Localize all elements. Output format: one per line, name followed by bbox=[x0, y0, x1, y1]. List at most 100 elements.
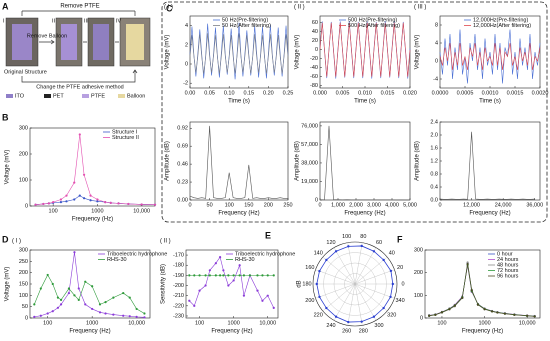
stage-label: IV bbox=[116, 18, 122, 24]
data-point bbox=[232, 274, 235, 277]
x-tick-label: 0.020 bbox=[403, 90, 417, 96]
data-point bbox=[193, 304, 196, 307]
y-tick-label: -200 bbox=[173, 283, 184, 289]
step-label: Remove PTFE bbox=[60, 4, 99, 10]
data-point bbox=[73, 181, 76, 184]
data-point bbox=[128, 296, 131, 299]
data-point bbox=[84, 280, 87, 283]
x-tick-label: 100 bbox=[195, 320, 204, 326]
grid-spoke bbox=[347, 242, 356, 285]
y-tick-label: 1.6 bbox=[430, 145, 438, 151]
data-point bbox=[325, 306, 328, 310]
photo bbox=[12, 24, 32, 60]
panel-label: B bbox=[2, 112, 9, 122]
data-point bbox=[389, 269, 393, 273]
data-point bbox=[140, 203, 143, 206]
angle-label: 300 bbox=[374, 323, 383, 329]
data-point bbox=[242, 274, 246, 277]
data-point bbox=[122, 291, 125, 295]
legend-swatch bbox=[6, 94, 13, 98]
x-tick-label: 50 bbox=[207, 202, 213, 208]
panel-sublabel: ( II ) bbox=[160, 239, 171, 245]
grid-spoke bbox=[354, 256, 388, 285]
y-tick-label: 1.2 bbox=[430, 158, 438, 164]
legend-label: RHS-30 bbox=[107, 257, 127, 263]
x-tick-label: 0 bbox=[188, 202, 191, 208]
x-tick-label: 10,000 bbox=[259, 320, 276, 326]
series-line bbox=[189, 256, 275, 308]
data-point bbox=[33, 315, 36, 318]
x-tick-label: 0.0005 bbox=[457, 90, 474, 96]
series-line bbox=[319, 125, 410, 201]
data-point bbox=[67, 287, 71, 290]
data-point bbox=[372, 315, 376, 318]
data-point bbox=[78, 194, 81, 197]
data-point bbox=[318, 269, 321, 273]
data-point bbox=[360, 320, 363, 323]
plot-frame bbox=[439, 121, 541, 201]
y-tick-label: 0.0 bbox=[430, 197, 438, 203]
y-tick-label: 300 bbox=[19, 247, 28, 253]
data-point bbox=[382, 258, 385, 262]
stage-label: I bbox=[3, 18, 5, 24]
series-line bbox=[439, 42, 541, 71]
grid-spoke bbox=[354, 283, 395, 299]
y-tick-label: 200 bbox=[19, 270, 28, 276]
plot-frame bbox=[424, 249, 541, 319]
x-tick-label: 3,000 bbox=[367, 202, 381, 208]
x-tick-label: 24,000 bbox=[495, 202, 512, 208]
y-tick-label: -80 bbox=[310, 83, 318, 89]
y-axis-label: Voltage (mV) bbox=[415, 35, 421, 70]
x-tick-label: 150 bbox=[244, 202, 253, 208]
y-tick-label: 40 bbox=[312, 29, 318, 35]
angle-label: 40 bbox=[389, 251, 395, 257]
angle-label: 100 bbox=[342, 234, 351, 240]
data-point bbox=[232, 279, 235, 282]
y-axis-label: Voltage (mV) bbox=[5, 267, 11, 302]
data-point bbox=[448, 308, 451, 311]
data-point bbox=[122, 314, 125, 317]
y-tick-label: 0.4 bbox=[430, 184, 438, 190]
y-tick-label: 2.0 bbox=[430, 132, 438, 138]
x-tick-label: 0 bbox=[438, 202, 441, 208]
data-point bbox=[56, 306, 60, 309]
series-line bbox=[189, 22, 289, 80]
data-point bbox=[526, 314, 529, 317]
y-tick-label: 57,000 bbox=[301, 142, 318, 148]
data-point bbox=[82, 173, 86, 176]
y-tick-label: 150 bbox=[19, 281, 28, 287]
data-point bbox=[109, 201, 112, 204]
x-tick-label: 10,000 bbox=[133, 208, 150, 214]
data-point bbox=[104, 201, 107, 204]
data-point bbox=[466, 261, 469, 264]
x-axis-label: Frequency (Hz) bbox=[344, 211, 385, 217]
data-point bbox=[266, 274, 269, 277]
data-point bbox=[104, 312, 107, 315]
photo bbox=[126, 24, 144, 60]
panel-sublabel: ( I ) bbox=[164, 5, 173, 11]
x-axis-label: Frequency (Hz) bbox=[462, 329, 503, 335]
data-point bbox=[318, 295, 321, 299]
data-point bbox=[39, 314, 42, 317]
data-point bbox=[135, 307, 138, 311]
data-point bbox=[389, 295, 392, 299]
x-tick-label: 0.20 bbox=[263, 90, 274, 96]
data-point bbox=[188, 274, 191, 277]
data-point bbox=[82, 197, 86, 200]
legend-label: 0 hour bbox=[497, 251, 513, 257]
legend-label: Structure I bbox=[112, 129, 138, 135]
x-tick-label: 100 bbox=[49, 208, 58, 214]
x-tick-label: 10,000 bbox=[519, 320, 536, 326]
x-tick-label: 2,000 bbox=[349, 202, 363, 208]
legend-label: 50 Hz(Pre-filtering) bbox=[222, 17, 268, 23]
data-point bbox=[51, 282, 54, 286]
data-point bbox=[73, 198, 76, 201]
data-point bbox=[453, 304, 456, 307]
x-axis-label: Frequency (Hz) bbox=[72, 217, 113, 223]
stage-label: III bbox=[84, 18, 89, 24]
panel-label: C bbox=[166, 3, 173, 13]
legend-label: 12,000Hz(Pre-filtering) bbox=[473, 17, 528, 23]
data-point bbox=[135, 315, 138, 318]
